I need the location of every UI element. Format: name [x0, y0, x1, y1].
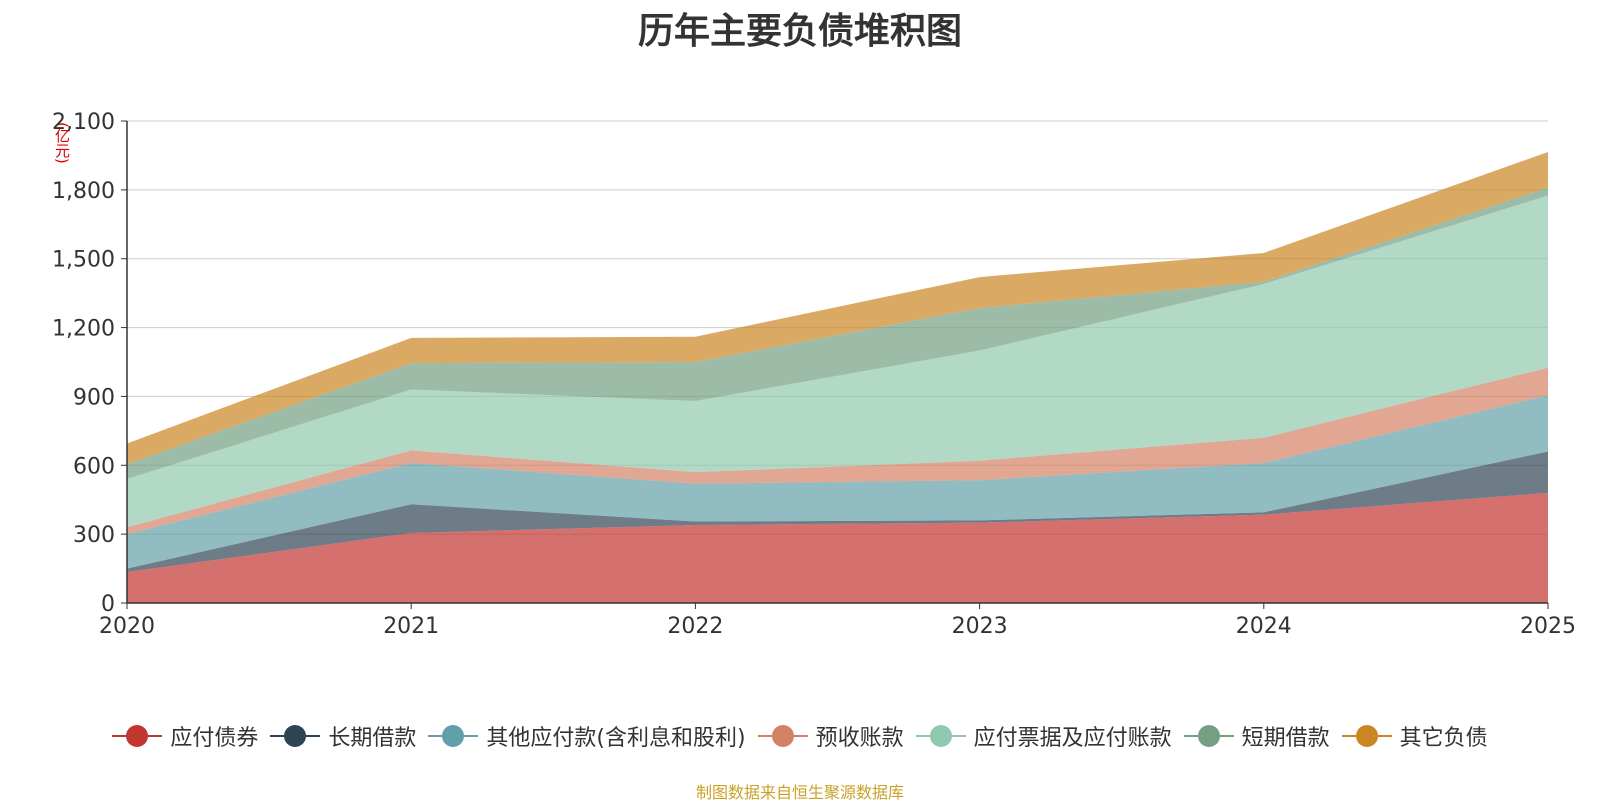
- y-tick-label: 1,200: [52, 317, 115, 342]
- x-tick-label: 2020: [99, 614, 155, 639]
- legend-label: 长期借款: [328, 726, 417, 751]
- area-series-5: [127, 195, 1548, 528]
- y-tick-label: 900: [73, 385, 115, 410]
- y-tick-label: 1,800: [52, 179, 115, 204]
- legend-marker-icon: [1341, 724, 1392, 748]
- legend-label: 应付票据及应付账款: [973, 726, 1172, 751]
- data-source-note: 制图数据来自恒生聚源数据库: [695, 783, 904, 802]
- legend-marker-icon: [915, 724, 966, 748]
- legend-label: 应付债券: [170, 726, 259, 751]
- legend-label: 短期借款: [1241, 726, 1330, 751]
- legend-label: 其它负债: [1399, 726, 1488, 751]
- chart-legend: 应付债券 长期借款 其他应付款(含利息和股利) 预收账款 应付票据及应付账款 短期借款 其它…: [0, 718, 1600, 754]
- legend-label: 其他应付款(含利息和股利): [486, 726, 746, 751]
- legend-marker-icon: [1183, 724, 1234, 748]
- legend-item-4[interactable]: 预收账款: [757, 720, 904, 752]
- legend-item-2[interactable]: 长期借款: [270, 720, 416, 752]
- y-tick-label: 300: [73, 523, 115, 548]
- x-tick-label: 2022: [667, 614, 723, 639]
- y-tick-label: 0: [101, 592, 115, 617]
- legend-item-6[interactable]: 短期借款: [1183, 720, 1330, 752]
- y-axis-unit-label: (亿元): [53, 122, 71, 164]
- chart-title: 历年主要负债堆积图: [637, 11, 962, 52]
- x-tick-label: 2023: [952, 614, 1008, 639]
- x-tick-label: 2021: [383, 614, 439, 639]
- legend-marker-icon: [112, 724, 163, 748]
- y-tick-label: 2,100: [52, 110, 115, 135]
- area-series-4: [127, 367, 1548, 535]
- legend-marker-icon: [428, 724, 479, 748]
- legend-label: 预收账款: [815, 726, 904, 751]
- area-series-3: [127, 395, 1548, 569]
- legend-item-5[interactable]: 应付票据及应付账款: [915, 720, 1172, 752]
- x-tick-label: 2024: [1236, 614, 1292, 639]
- area-series-2: [127, 451, 1548, 573]
- legend-item-3[interactable]: 其他应付款(含利息和股利): [428, 720, 746, 752]
- legend-item-7[interactable]: 其它负债: [1341, 720, 1488, 752]
- legend-item-1[interactable]: 应付债券: [112, 720, 258, 752]
- legend-marker-icon: [757, 724, 808, 748]
- area-series-7: [127, 151, 1548, 465]
- legend-marker-icon: [270, 724, 321, 748]
- x-tick-label: 2025: [1520, 614, 1576, 639]
- area-series-1: [127, 492, 1548, 603]
- y-tick-label: 600: [73, 454, 115, 479]
- y-tick-label: 1,500: [52, 248, 115, 273]
